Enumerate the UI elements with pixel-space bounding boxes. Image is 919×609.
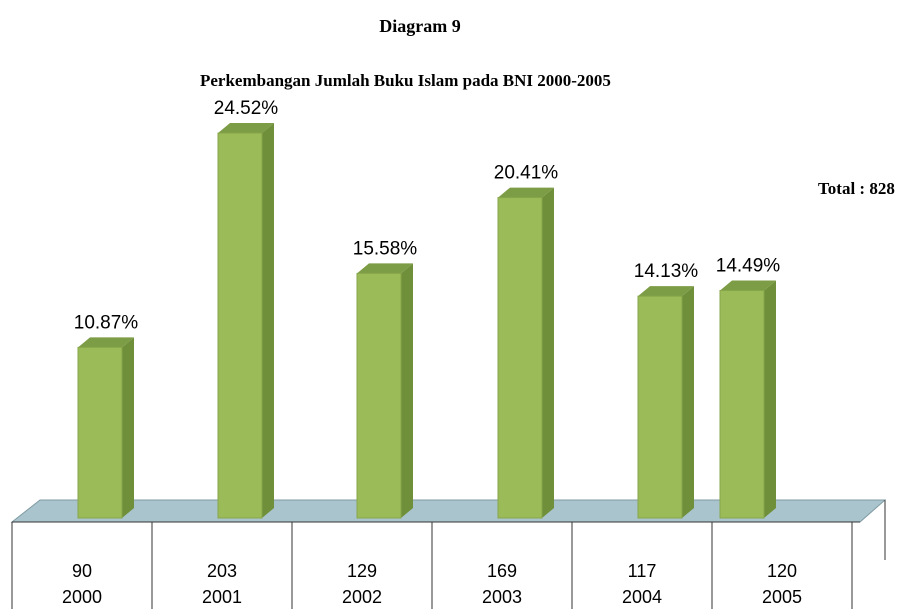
bar: [637, 295, 683, 519]
value-label: 10.87%: [74, 312, 139, 333]
bar-side: [682, 286, 694, 518]
count-label: 90: [72, 561, 92, 581]
count-label: 129: [347, 561, 377, 581]
x-tick-label: 2002: [342, 587, 382, 607]
bar-top: [720, 280, 776, 291]
count-label: 117: [628, 561, 657, 581]
x-tick-label: 2003: [482, 587, 522, 607]
bar: [77, 346, 123, 519]
value-label: 15.58%: [353, 238, 418, 259]
bar-side: [542, 187, 554, 519]
x-tick-label: 2004: [622, 587, 662, 607]
bar-top: [357, 263, 413, 274]
annotation: Total : 828: [818, 179, 895, 198]
bar-side: [262, 123, 274, 518]
x-tick-label: 2005: [762, 587, 802, 607]
bar: [217, 132, 263, 519]
value-label: 14.49%: [716, 256, 781, 277]
bar: [719, 290, 765, 519]
count-label: 120: [767, 561, 797, 581]
chart-subtitle: Perkembangan Jumlah Buku Islam pada BNI …: [200, 71, 611, 90]
bar: [497, 197, 543, 519]
bar-top: [78, 337, 134, 348]
bar-side: [764, 280, 776, 518]
count-label: 169: [487, 561, 517, 581]
bar-side: [122, 337, 134, 518]
count-label: 203: [207, 561, 237, 581]
value-label: 20.41%: [494, 163, 559, 184]
value-label: 24.52%: [214, 98, 279, 119]
bar: [356, 272, 402, 519]
x-tick-label: 2001: [202, 587, 242, 607]
bar-top: [498, 187, 554, 198]
value-label: 14.13%: [634, 261, 699, 282]
bar-top: [638, 286, 694, 297]
chart-title: Diagram 9: [379, 16, 460, 36]
x-tick-label: 2000: [62, 587, 102, 607]
bar-side: [401, 263, 413, 518]
bar-top: [218, 123, 274, 134]
